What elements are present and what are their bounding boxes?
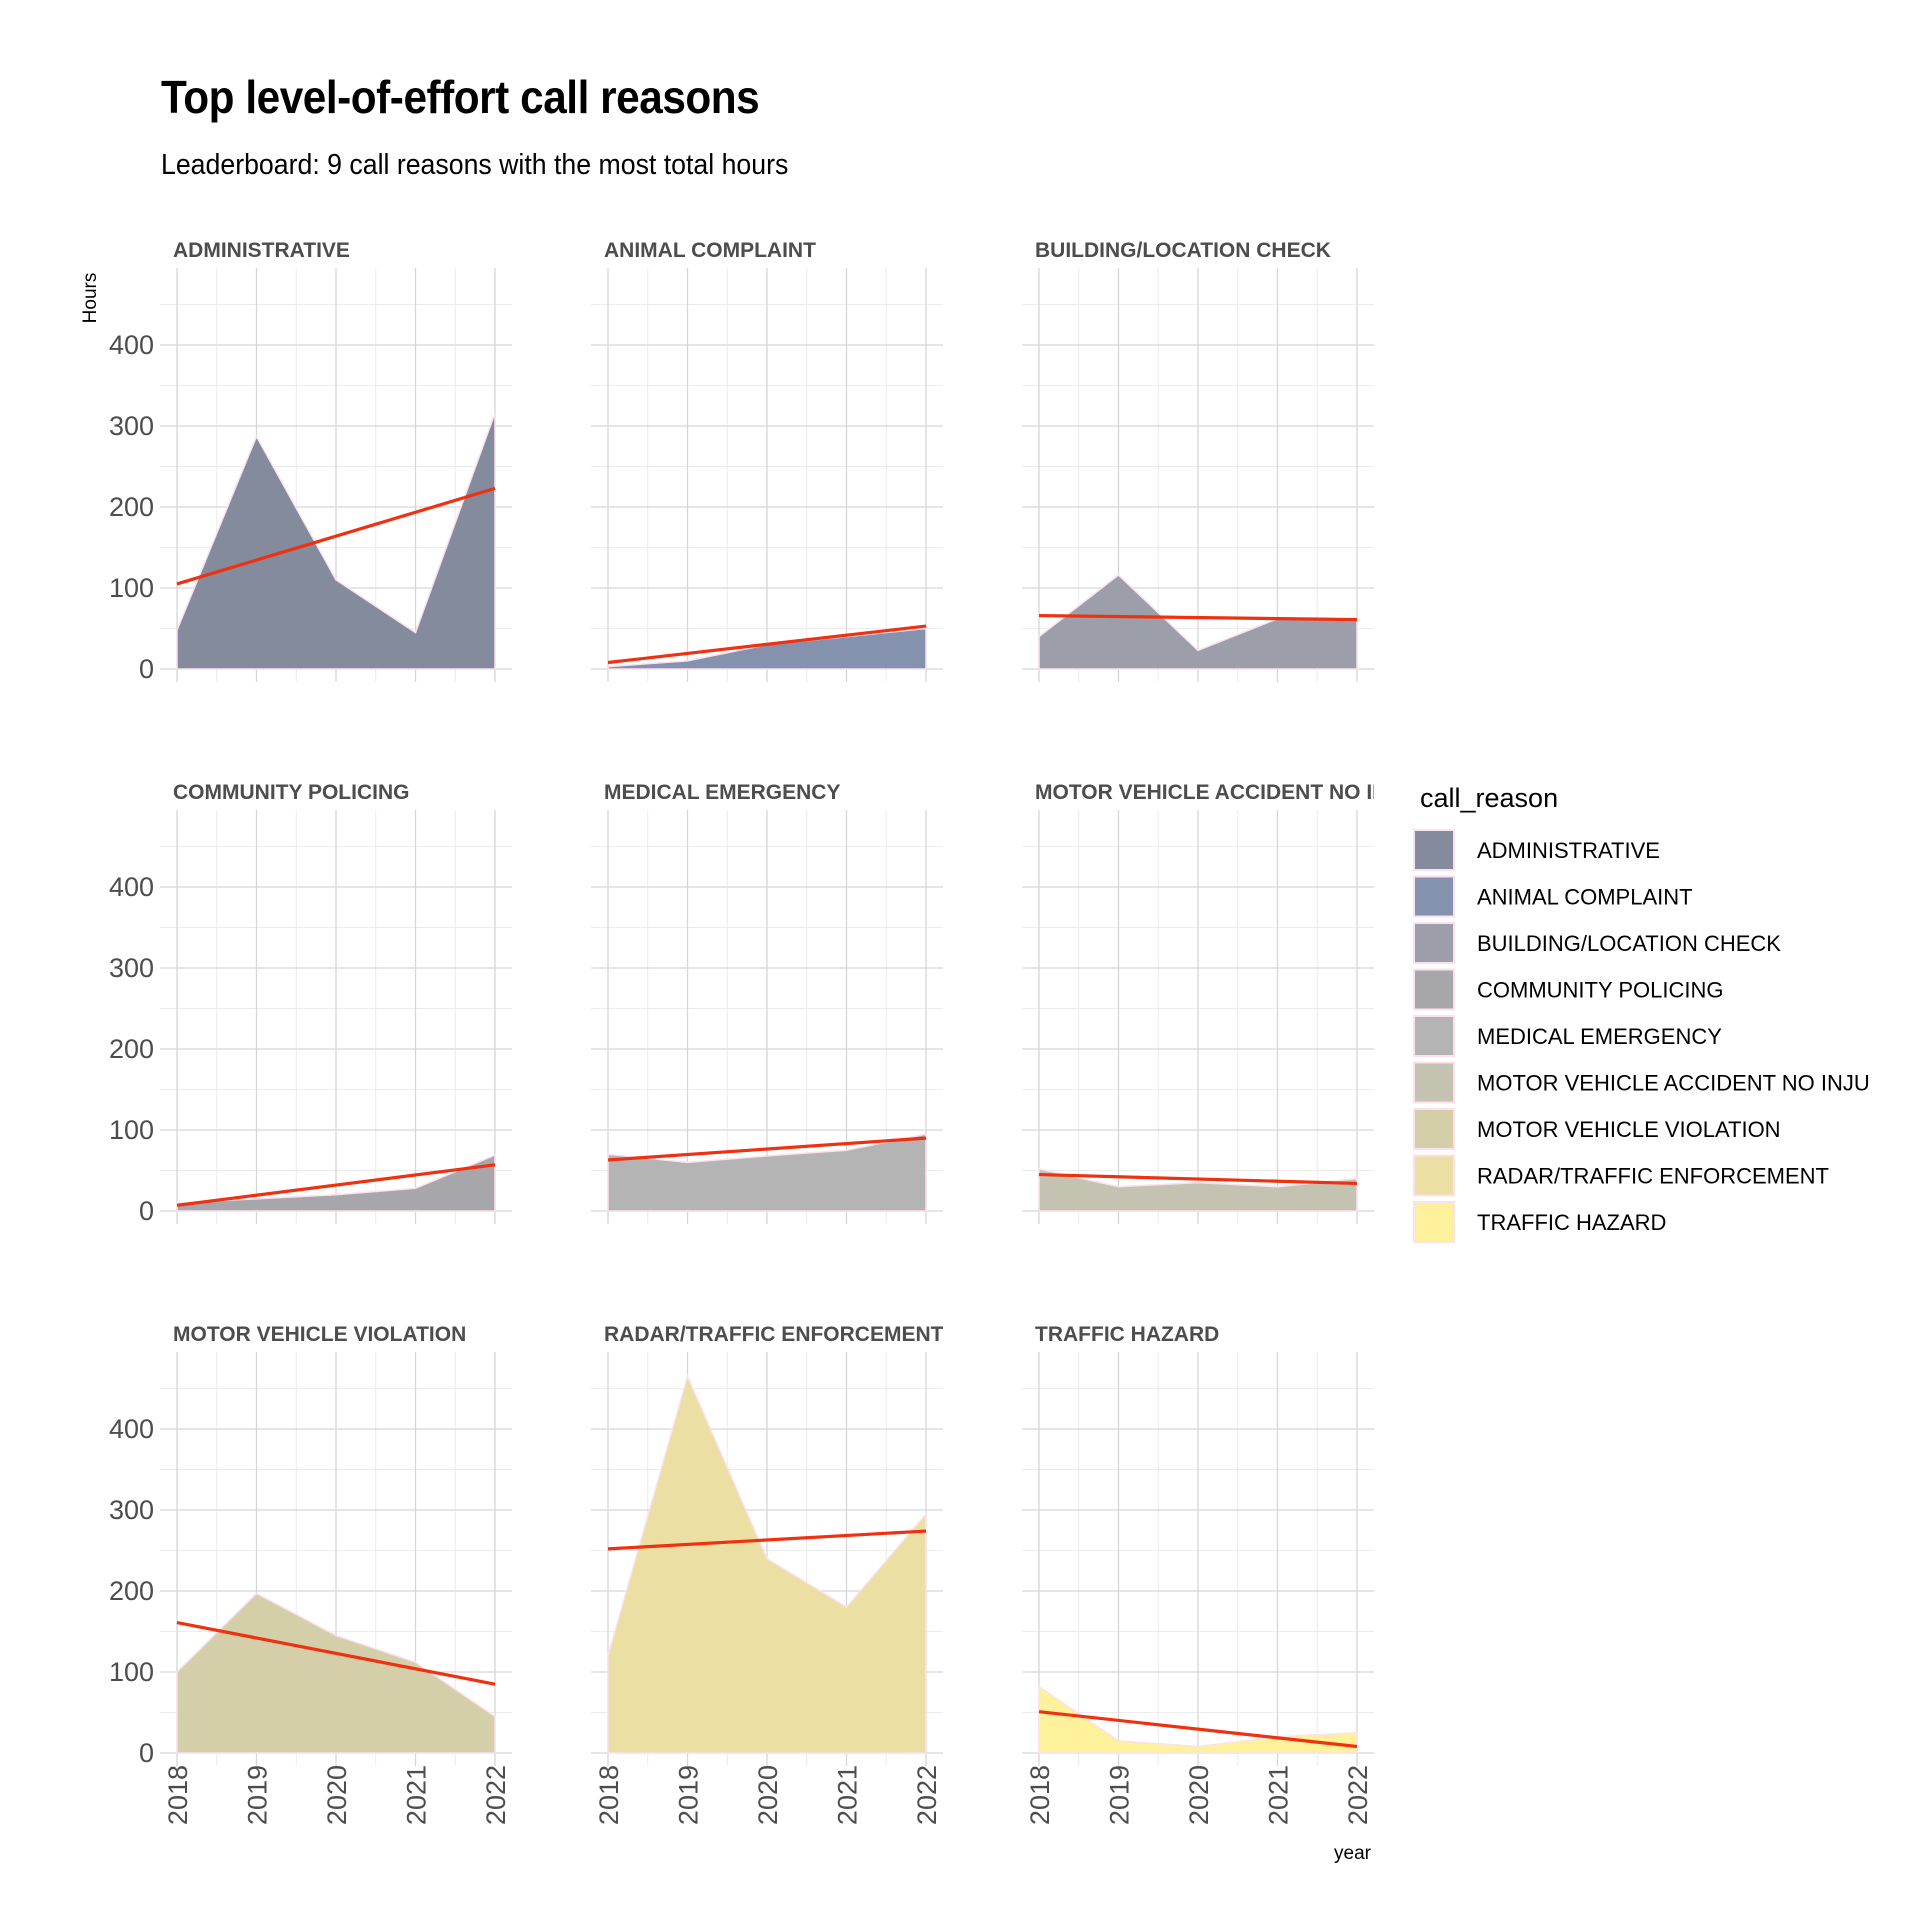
y-tick-label: 400 [109,1414,154,1444]
area-medical-emergency [607,1133,927,1212]
y-tick-label: 200 [109,1576,154,1606]
facet-panel-community-policing: COMMUNITY POLICING 0 100 200 300 400 [109,781,512,1226]
area-traffic-hazard [1038,1685,1358,1754]
trend-line-traffic-hazard [1038,1710,1358,1749]
legend-item: ANIMAL COMPLAINT [1413,875,1693,918]
trend-line-animal-complaint [607,624,927,665]
x-tick-label: 2018 [594,1765,624,1825]
area-motor-vehicle-accident-no-inju [1038,1167,1358,1212]
y-tick-label: 0 [139,1196,154,1226]
strip-label: MOTOR VEHICLE ACCIDENT NO INJ [1035,781,1399,804]
trend-line-radar-traffic-enforcement [607,1529,927,1551]
legend-item: COMMUNITY POLICING [1413,968,1724,1011]
strip-label: BUILDING/LOCATION CHECK [1035,239,1331,262]
area-building-location-check [1038,574,1358,670]
x-tick-label: 2020 [322,1765,352,1825]
y-tick-label: 400 [109,872,154,902]
legend-item: BUILDING/LOCATION CHECK [1413,922,1781,964]
legend-title: call_reason [1420,783,1558,813]
legend-label: ANIMAL COMPLAINT [1477,885,1693,910]
legend-label: RADAR/TRAFFIC ENFORCEMENT [1477,1164,1829,1189]
legend-label: MEDICAL EMERGENCY [1477,1024,1722,1049]
legend-item: MOTOR VEHICLE VIOLATION [1413,1108,1781,1150]
legend-swatch [1413,1108,1455,1150]
strip-label: RADAR/TRAFFIC ENFORCEMENT [604,1323,944,1346]
trend-line-motor-vehicle-violation [176,1621,496,1686]
trend-line-motor-vehicle-accident-no-inju [1038,1172,1358,1186]
facet-panel-medical-emergency: MEDICAL EMERGENCY [591,781,943,1224]
area-administrative [176,412,496,670]
y-axis-title: Hours [80,273,101,324]
x-tick-label: 2019 [1105,1765,1135,1825]
legend-item: MOTOR VEHICLE ACCIDENT NO INJU [1413,1061,1870,1104]
x-tick-label: 2022 [1343,1765,1373,1825]
facet-panel-building-location-check: BUILDING/LOCATION CHECK [1022,239,1374,682]
legend-label: ADMINISTRATIVE [1477,838,1660,863]
facet-panel-motor-vehicle-violation: MOTOR VEHICLE VIOLATION 0 100 200 300 400 2018… [109,1323,512,1825]
trend-line-community-policing [176,1163,496,1207]
legend-swatch [1413,829,1455,871]
y-tick-label: 300 [109,953,154,983]
y-tick-label: 0 [139,654,154,684]
legend: call_reason ADMINISTRATIVE ANIMAL COMPLAI… [1413,783,1870,1243]
legend-label: TRAFFIC HAZARD [1477,1210,1666,1235]
trend-line-building-location-check [1038,613,1358,622]
x-tick-label: 2022 [481,1765,511,1825]
facet-panel-animal-complaint: ANIMAL COMPLAINT [591,239,943,682]
trend-line-medical-emergency [607,1136,927,1162]
strip-label: ADMINISTRATIVE [173,239,350,262]
y-tick-label: 300 [109,1495,154,1525]
y-tick-label: 100 [109,1657,154,1687]
x-tick-label: 2018 [1025,1765,1055,1825]
legend-label: MOTOR VEHICLE ACCIDENT NO INJU [1477,1071,1870,1096]
legend-item: TRAFFIC HAZARD [1413,1201,1666,1243]
facet-panels: ADMINISTRATIVE 0 100 200 300 400 ANIMAL COMPLA… [109,239,1399,1825]
y-tick-label: 400 [109,330,154,360]
facet-panel-motor-vehicle-accident-no-inju: MOTOR VEHICLE ACCIDENT NO INJ [1022,781,1399,1224]
legend-swatch [1413,968,1455,1011]
y-tick-label: 100 [109,1115,154,1145]
x-tick-label: 2020 [1184,1765,1214,1825]
x-tick-label: 2021 [402,1765,432,1825]
area-radar-traffic-enforcement [607,1374,927,1754]
legend-swatch [1413,1154,1455,1197]
y-tick-label: 300 [109,411,154,441]
y-tick-label: 100 [109,573,154,603]
chart-title: Top level-of-effort call reasons [161,71,760,123]
legend-swatch [1413,922,1455,964]
strip-label: COMMUNITY POLICING [173,781,409,804]
legend-label: MOTOR VEHICLE VIOLATION [1477,1117,1781,1142]
area-motor-vehicle-violation [176,1592,496,1754]
chart-subtitle: Leaderboard: 9 call reasons with the mos… [161,149,789,181]
x-tick-label: 2019 [674,1765,704,1825]
x-tick-label: 2018 [163,1765,193,1825]
legend-swatch [1413,1015,1455,1057]
x-tick-label: 2022 [912,1765,942,1825]
strip-label: TRAFFIC HAZARD [1035,1323,1219,1346]
x-tick-label: 2019 [243,1765,273,1825]
legend-label: COMMUNITY POLICING [1477,978,1724,1003]
x-axis-title: year [1334,1843,1372,1864]
facet-panel-radar-traffic-enforcement: RADAR/TRAFFIC ENFORCEMENT 2018 2019 2020 202… [591,1323,944,1825]
x-tick-label: 2021 [1264,1765,1294,1825]
strip-label: MOTOR VEHICLE VIOLATION [173,1323,466,1346]
strip-label: ANIMAL COMPLAINT [604,239,816,262]
y-tick-label: 200 [109,492,154,522]
strip-label: MEDICAL EMERGENCY [604,781,840,804]
legend-swatch [1413,1201,1455,1243]
legend-item: RADAR/TRAFFIC ENFORCEMENT [1413,1154,1829,1197]
x-tick-label: 2020 [753,1765,783,1825]
facet-panel-traffic-hazard: TRAFFIC HAZARD 2018 2019 2020 2021 2022 [1022,1323,1374,1825]
facet-panel-administrative: ADMINISTRATIVE 0 100 200 300 400 [109,239,512,684]
legend-swatch [1413,875,1455,918]
legend-label: BUILDING/LOCATION CHECK [1477,931,1781,956]
y-tick-label: 200 [109,1034,154,1064]
legend-swatch [1413,1061,1455,1104]
legend-item: MEDICAL EMERGENCY [1413,1015,1722,1057]
trend-line-administrative [176,486,496,586]
y-tick-label: 0 [139,1738,154,1768]
legend-item: ADMINISTRATIVE [1413,829,1660,871]
x-tick-label: 2021 [833,1765,863,1825]
